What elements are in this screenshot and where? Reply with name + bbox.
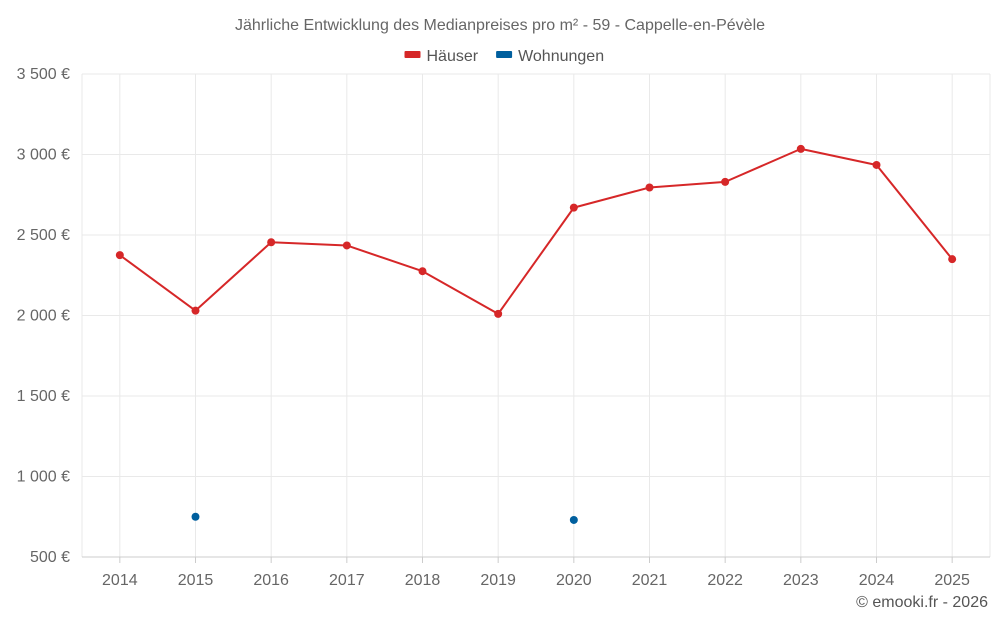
legend-label: Wohnungen (518, 48, 604, 65)
legend-swatch (404, 51, 421, 58)
legend[interactable]: Häuser Wohnungen (404, 48, 605, 65)
legend-item-Wohnungen[interactable]: Wohnungen (496, 48, 604, 65)
x-tick-label: 2018 (405, 572, 441, 589)
data-point-Häuser-2023[interactable] (796, 144, 805, 153)
x-tick-label: 2025 (934, 572, 970, 589)
data-point-Häuser-2018[interactable] (418, 267, 427, 276)
data-point-Häuser-2016[interactable] (267, 238, 276, 247)
data-point-Wohnungen-2020[interactable] (569, 515, 578, 524)
data-point-Häuser-2022[interactable] (721, 177, 730, 186)
data-point-Häuser-2015[interactable] (191, 306, 200, 315)
data-point-Häuser-2014[interactable] (115, 251, 124, 260)
x-tick-label: 2021 (632, 572, 668, 589)
series-Wohnungen (191, 512, 578, 524)
data-point-Häuser-2021[interactable] (645, 183, 654, 192)
data-point-Häuser-2019[interactable] (494, 309, 503, 318)
x-tick-label: 2015 (178, 572, 214, 589)
grid: 500 € 1 000 € 1 500 € 2 000 € 2 500 € 3 000 €… (17, 66, 991, 589)
x-tick-label: 2016 (253, 572, 289, 589)
x-tick-label: 2023 (783, 572, 819, 589)
data-point-Häuser-2024[interactable] (872, 160, 881, 169)
series-Häuser (115, 144, 957, 318)
chart-title: Jährliche Entwicklung des Medianpreises … (235, 17, 765, 34)
data-point-Häuser-2020[interactable] (569, 203, 578, 212)
y-tick-label: 1 500 € (17, 388, 70, 405)
series-line-Häuser (119, 147, 953, 315)
y-tick-label: 2 500 € (17, 227, 70, 244)
data-point-Wohnungen-2015[interactable] (191, 512, 200, 521)
legend-item-Häuser[interactable]: Häuser (404, 48, 479, 65)
y-tick-label: 3 500 € (17, 66, 70, 83)
x-tick-label: 2020 (556, 572, 592, 589)
legend-swatch (496, 51, 513, 58)
legend-label: Häuser (427, 48, 479, 65)
x-tick-label: 2014 (102, 572, 138, 589)
credit-text: © emooki.fr - 2026 (856, 594, 988, 611)
y-tick-label: 500 € (30, 549, 70, 566)
y-tick-label: 2 000 € (17, 308, 70, 325)
x-tick-label: 2017 (329, 572, 365, 589)
data-point-Häuser-2017[interactable] (342, 241, 351, 250)
y-tick-label: 1 000 € (17, 469, 70, 486)
x-tick-label: 2022 (707, 572, 743, 589)
x-tick-label: 2019 (480, 572, 516, 589)
x-tick-label: 2024 (859, 572, 895, 589)
series-layer (115, 144, 957, 524)
y-tick-label: 3 000 € (17, 147, 70, 164)
data-point-Häuser-2025[interactable] (948, 255, 957, 264)
